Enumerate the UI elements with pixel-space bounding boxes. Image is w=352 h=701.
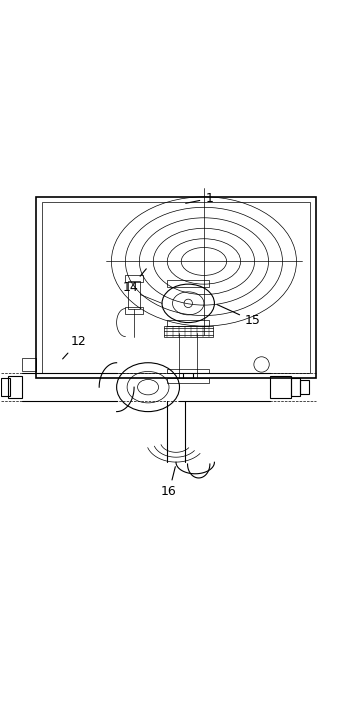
Bar [128, 280, 140, 308]
Bar [270, 376, 291, 398]
Bar [300, 380, 309, 394]
Text: 12: 12 [63, 335, 86, 359]
Bar [1, 379, 10, 396]
Bar [36, 197, 316, 379]
Bar [291, 379, 300, 396]
Bar [8, 376, 22, 398]
Bar [167, 379, 209, 383]
Bar [164, 326, 213, 336]
Bar [125, 275, 143, 283]
Bar [167, 280, 209, 287]
Text: 14: 14 [123, 268, 146, 294]
Bar [167, 320, 209, 327]
Text: 16: 16 [161, 467, 177, 498]
Text: 1: 1 [186, 192, 213, 205]
Text: 15: 15 [217, 304, 261, 327]
Bar [167, 369, 209, 373]
Bar [42, 202, 310, 373]
Bar [22, 358, 36, 371]
Bar [125, 307, 143, 314]
